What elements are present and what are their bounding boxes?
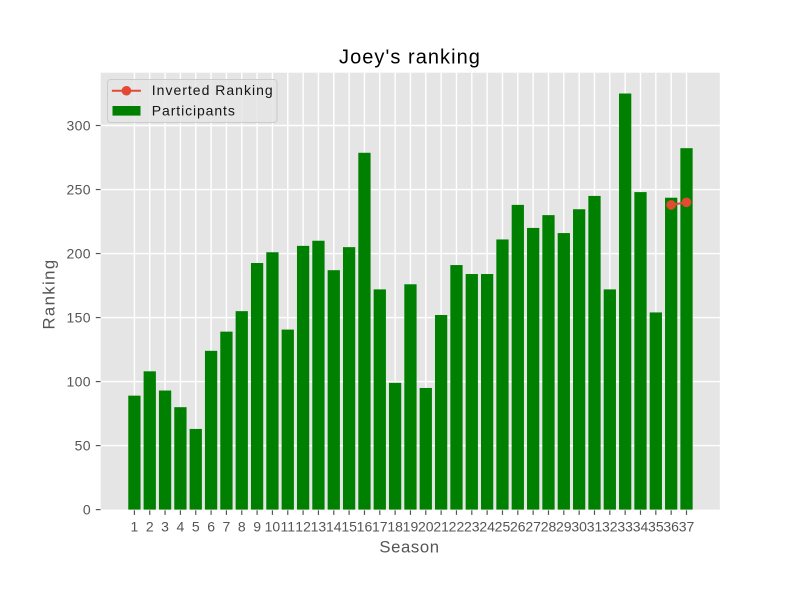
svg-text:250: 250 [66, 182, 91, 198]
svg-text:7: 7 [223, 518, 231, 534]
svg-text:50: 50 [75, 438, 91, 454]
svg-text:21: 21 [433, 518, 449, 534]
svg-text:9: 9 [253, 518, 261, 534]
svg-text:4: 4 [177, 518, 185, 534]
svg-text:18: 18 [387, 518, 403, 534]
svg-text:Participants: Participants [152, 103, 236, 119]
svg-text:Ranking: Ranking [40, 258, 59, 329]
svg-text:3: 3 [161, 518, 169, 534]
svg-text:200: 200 [66, 246, 91, 262]
svg-text:32: 32 [602, 518, 618, 534]
svg-text:11: 11 [280, 518, 295, 534]
svg-text:6: 6 [207, 518, 215, 534]
svg-text:37: 37 [679, 518, 695, 534]
svg-text:30: 30 [571, 518, 587, 534]
svg-text:35: 35 [648, 518, 664, 534]
svg-text:10: 10 [265, 518, 281, 534]
svg-text:8: 8 [238, 518, 246, 534]
svg-text:17: 17 [372, 518, 388, 534]
svg-text:25: 25 [495, 518, 511, 534]
svg-text:31: 31 [587, 518, 603, 534]
svg-text:14: 14 [326, 518, 342, 534]
svg-text:Inverted Ranking: Inverted Ranking [152, 82, 274, 98]
svg-text:100: 100 [66, 374, 91, 390]
svg-text:Season: Season [379, 538, 439, 557]
svg-text:27: 27 [525, 518, 541, 534]
svg-text:15: 15 [341, 518, 357, 534]
svg-text:28: 28 [541, 518, 557, 534]
svg-text:34: 34 [633, 518, 649, 534]
svg-text:5: 5 [192, 518, 200, 534]
svg-text:13: 13 [311, 518, 327, 534]
svg-text:1: 1 [131, 518, 139, 534]
svg-text:16: 16 [357, 518, 373, 534]
svg-text:Joey's ranking: Joey's ranking [339, 47, 481, 69]
svg-text:23: 23 [464, 518, 480, 534]
svg-text:24: 24 [479, 518, 495, 534]
svg-text:33: 33 [617, 518, 633, 534]
svg-text:12: 12 [295, 518, 311, 534]
svg-text:26: 26 [510, 518, 526, 534]
svg-text:150: 150 [66, 310, 91, 326]
svg-text:2: 2 [146, 518, 154, 534]
svg-text:0: 0 [83, 502, 91, 518]
svg-text:22: 22 [449, 518, 465, 534]
svg-text:36: 36 [663, 518, 679, 534]
svg-text:300: 300 [66, 118, 91, 134]
svg-text:29: 29 [556, 518, 572, 534]
svg-text:20: 20 [418, 518, 434, 534]
svg-text:19: 19 [403, 518, 419, 534]
